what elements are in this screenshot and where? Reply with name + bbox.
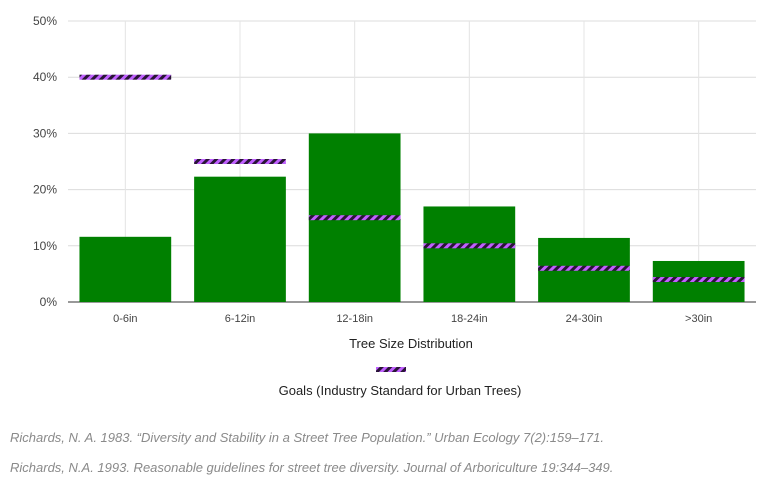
- bar-chart: 0% 10% 20% 30% 40% 50% 0-6in 6-12in 12-18in 18-2…: [33, 14, 756, 398]
- bars: [79, 133, 745, 302]
- y-tick-label: 30%: [33, 126, 57, 140]
- reference-2: Richards, N.A. 1993. Reasonable guidelin…: [10, 460, 614, 475]
- x-tick-label: >30in: [685, 313, 712, 325]
- x-tick-label: 0-6in: [113, 313, 137, 325]
- goal-marker[interactable]: [538, 265, 630, 271]
- y-axis-ticks: 0% 10% 20% 30% 40% 50%: [33, 14, 57, 309]
- goal-marker[interactable]: [652, 277, 745, 283]
- y-tick-label: 40%: [33, 70, 57, 84]
- bar[interactable]: [79, 236, 172, 302]
- y-tick-label: 20%: [33, 183, 57, 197]
- y-tick-label: 10%: [33, 239, 57, 253]
- y-tick-label: 50%: [33, 14, 57, 28]
- gridlines: [68, 20, 756, 303]
- x-axis-title: Tree Size Distribution: [349, 336, 473, 351]
- x-tick-label: 12-18in: [336, 313, 373, 325]
- goal-marker[interactable]: [194, 159, 286, 164]
- reference-1: Richards, N. A. 1983. “Diversity and Sta…: [10, 430, 604, 445]
- x-tick-label: 6-12in: [225, 313, 256, 325]
- legend-goal-label: Goals (Industry Standard for Urban Trees…: [279, 383, 522, 398]
- bar[interactable]: [194, 176, 286, 302]
- x-tick-label: 24-30in: [566, 313, 603, 325]
- legend: Goals (Industry Standard for Urban Trees…: [279, 367, 522, 398]
- goal-marker[interactable]: [79, 74, 172, 80]
- goal-markers: [79, 74, 745, 283]
- y-tick-label: 0%: [40, 295, 58, 309]
- x-tick-label: 18-24in: [451, 313, 488, 325]
- legend-goal-marker: [376, 367, 406, 372]
- x-axis-ticks: 0-6in 6-12in 12-18in 18-24in 24-30in >30in: [113, 313, 712, 325]
- bar[interactable]: [423, 206, 516, 302]
- goal-marker[interactable]: [423, 243, 516, 249]
- goal-marker[interactable]: [308, 215, 401, 221]
